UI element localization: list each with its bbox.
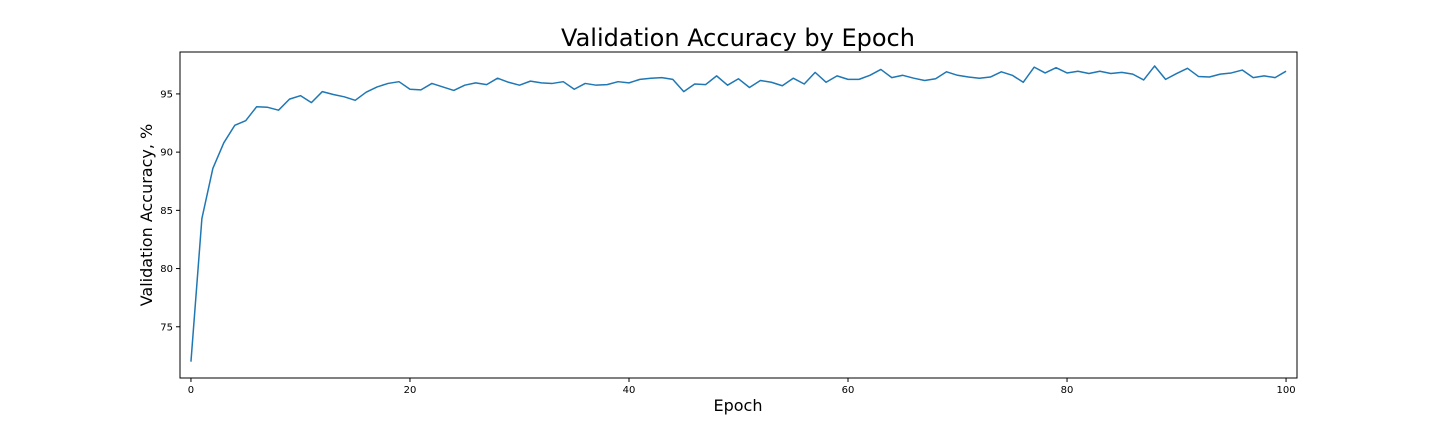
x-tick-label: 80: [1061, 385, 1074, 396]
axes-frame: [179, 51, 1298, 379]
x-tick-label: 0: [188, 385, 194, 396]
x-axis-label: Epoch: [714, 396, 763, 415]
y-tick-label: 75: [160, 322, 173, 333]
x-tick-label: 20: [404, 385, 417, 396]
plot-area: [190, 65, 1287, 362]
y-axis: 75 80 85 90 95: [160, 89, 180, 333]
series-line-0: [190, 65, 1287, 362]
x-tick-label: 60: [842, 385, 855, 396]
chart-title: Validation Accuracy by Epoch: [561, 24, 915, 52]
y-tick-label: 85: [160, 206, 173, 217]
y-tick-label: 90: [160, 148, 173, 159]
x-axis: 0 20 40 60 80 100: [188, 378, 1296, 396]
y-tick-label: 95: [160, 89, 173, 100]
x-tick-label: 100: [1277, 385, 1296, 396]
x-tick-label: 40: [623, 385, 636, 396]
y-tick-label: 80: [160, 264, 173, 275]
y-axis-label: Validation Accuracy, %: [137, 124, 156, 307]
